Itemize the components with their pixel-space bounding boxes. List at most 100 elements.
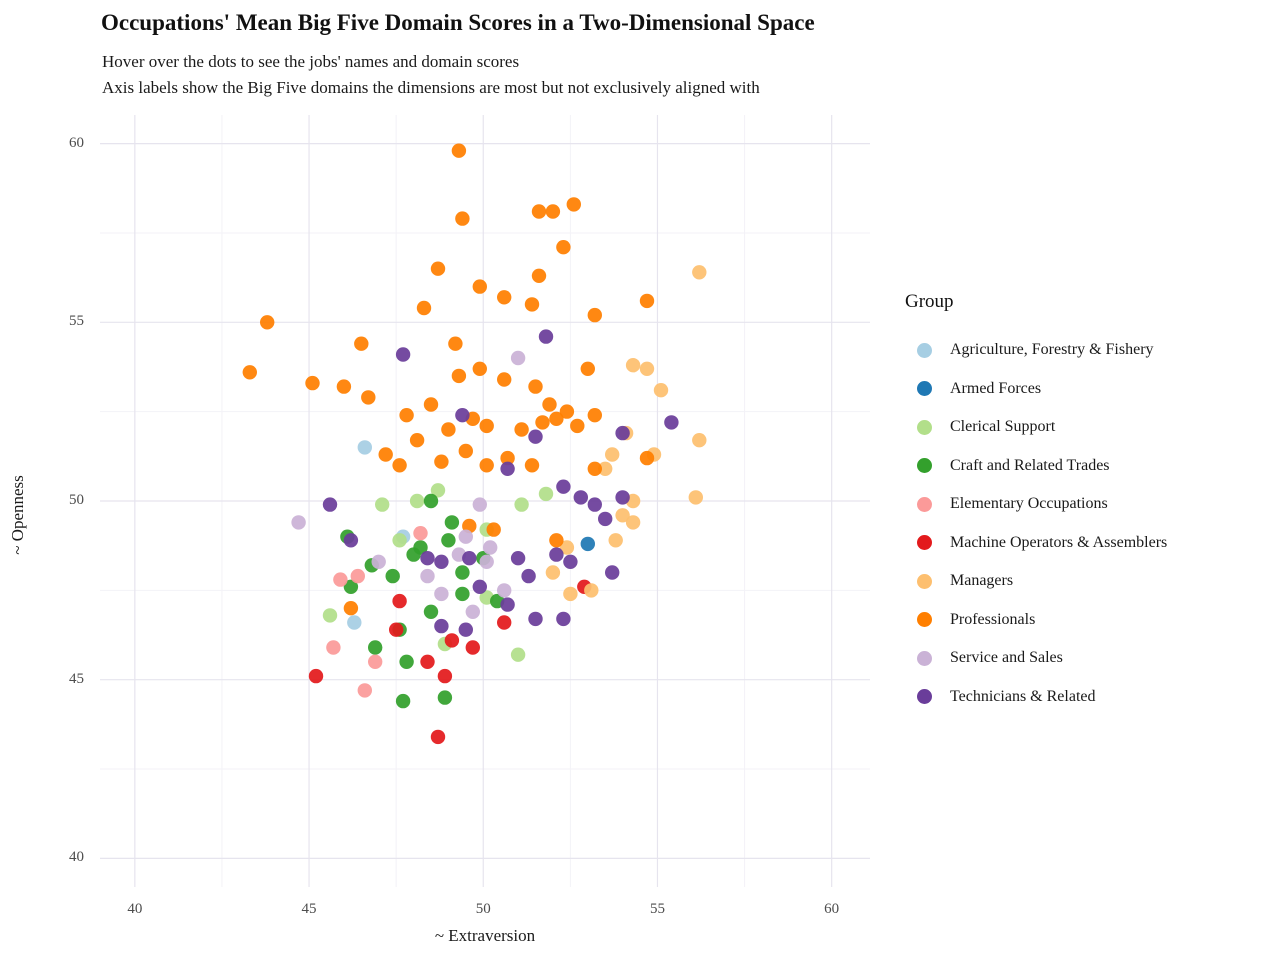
data-point[interactable] — [444, 633, 460, 648]
data-point[interactable] — [455, 586, 470, 602]
data-point[interactable] — [385, 568, 400, 584]
data-point[interactable] — [423, 604, 439, 619]
legend-item-machine-operators-assemblers[interactable]: Machine Operators & Assemblers — [905, 524, 1167, 563]
data-point[interactable] — [510, 350, 526, 366]
legend-item-service-and-sales[interactable]: Service and Sales — [905, 639, 1167, 678]
data-point[interactable] — [587, 408, 602, 423]
data-point[interactable] — [692, 433, 707, 448]
data-point[interactable] — [563, 586, 578, 602]
data-point[interactable] — [451, 368, 467, 384]
data-point[interactable] — [434, 454, 449, 469]
data-point[interactable] — [343, 533, 359, 548]
data-point[interactable] — [556, 611, 571, 627]
data-point[interactable] — [639, 293, 655, 309]
data-point[interactable] — [375, 497, 390, 512]
data-point[interactable] — [573, 490, 588, 505]
data-point[interactable] — [392, 458, 407, 473]
data-point[interactable] — [434, 618, 449, 634]
data-point[interactable] — [545, 565, 561, 580]
legend-item-clerical-support[interactable]: Clerical Support — [905, 408, 1167, 447]
data-point[interactable] — [260, 315, 275, 330]
data-point[interactable] — [497, 290, 512, 305]
data-point[interactable] — [465, 604, 480, 619]
data-point[interactable] — [441, 533, 456, 548]
data-point[interactable] — [514, 497, 529, 512]
data-point[interactable] — [430, 261, 446, 276]
data-point[interactable] — [291, 515, 306, 530]
data-point[interactable] — [322, 608, 338, 623]
data-point[interactable] — [692, 265, 707, 280]
data-point[interactable] — [423, 397, 439, 412]
data-point[interactable] — [423, 493, 439, 509]
legend-item-craft-and-related-trades[interactable]: Craft and Related Trades — [905, 447, 1167, 486]
data-point[interactable] — [625, 515, 641, 530]
legend-item-agriculture-forestry-fishery[interactable]: Agriculture, Forestry & Fishery — [905, 331, 1167, 370]
data-point[interactable] — [343, 579, 359, 594]
data-point[interactable] — [409, 433, 425, 448]
data-point[interactable] — [559, 404, 575, 419]
data-point[interactable] — [608, 533, 623, 548]
data-point[interactable] — [413, 526, 428, 541]
data-point[interactable] — [409, 493, 425, 509]
data-point[interactable] — [451, 143, 467, 158]
data-point[interactable] — [472, 279, 487, 294]
data-point[interactable] — [566, 197, 581, 212]
data-point[interactable] — [570, 418, 585, 434]
data-point[interactable] — [538, 486, 554, 502]
data-point[interactable] — [479, 458, 494, 473]
data-point[interactable] — [549, 533, 564, 548]
data-point[interactable] — [430, 483, 446, 498]
data-point[interactable] — [639, 450, 655, 466]
data-point[interactable] — [664, 415, 679, 430]
data-point[interactable] — [458, 622, 473, 637]
data-point[interactable] — [510, 647, 526, 662]
data-point[interactable] — [479, 554, 494, 569]
data-point[interactable] — [524, 297, 540, 312]
data-point[interactable] — [458, 443, 473, 459]
data-point[interactable] — [556, 240, 571, 255]
data-point[interactable] — [242, 365, 257, 380]
data-point[interactable] — [392, 593, 407, 609]
data-point[interactable] — [333, 572, 348, 587]
data-point[interactable] — [322, 497, 338, 512]
data-point[interactable] — [472, 579, 487, 594]
data-point[interactable] — [605, 565, 620, 580]
legend-item-armed-forces[interactable]: Armed Forces — [905, 370, 1167, 409]
data-point[interactable] — [465, 640, 480, 655]
data-point[interactable] — [528, 379, 543, 394]
data-point[interactable] — [437, 668, 453, 684]
data-point[interactable] — [549, 411, 564, 426]
data-point[interactable] — [531, 268, 547, 283]
data-point[interactable] — [392, 533, 407, 548]
data-point[interactable] — [500, 597, 515, 612]
data-point[interactable] — [395, 347, 411, 362]
data-point[interactable] — [458, 529, 473, 544]
data-point[interactable] — [615, 508, 630, 523]
data-point[interactable] — [472, 361, 487, 376]
data-point[interactable] — [455, 408, 470, 423]
data-point[interactable] — [605, 447, 620, 462]
data-point[interactable] — [486, 522, 501, 537]
data-point[interactable] — [336, 379, 352, 394]
data-point[interactable] — [437, 690, 453, 705]
data-point[interactable] — [455, 565, 470, 580]
data-point[interactable] — [483, 540, 498, 555]
legend-item-technicians-related[interactable]: Technicians & Related — [905, 678, 1167, 717]
data-point[interactable] — [455, 211, 470, 226]
data-point[interactable] — [472, 497, 487, 512]
data-point[interactable] — [559, 540, 575, 555]
data-point[interactable] — [625, 358, 641, 373]
data-point[interactable] — [521, 568, 536, 584]
data-point[interactable] — [497, 583, 512, 598]
data-point[interactable] — [524, 458, 540, 473]
scatter-plot-panel[interactable] — [100, 115, 870, 887]
data-point[interactable] — [399, 408, 414, 423]
data-point[interactable] — [361, 390, 376, 405]
data-point[interactable] — [639, 361, 655, 376]
data-point[interactable] — [545, 204, 561, 219]
data-point[interactable] — [531, 204, 547, 219]
data-point[interactable] — [354, 336, 369, 351]
data-point[interactable] — [343, 601, 359, 616]
data-point[interactable] — [615, 425, 630, 441]
data-point[interactable] — [420, 654, 435, 669]
